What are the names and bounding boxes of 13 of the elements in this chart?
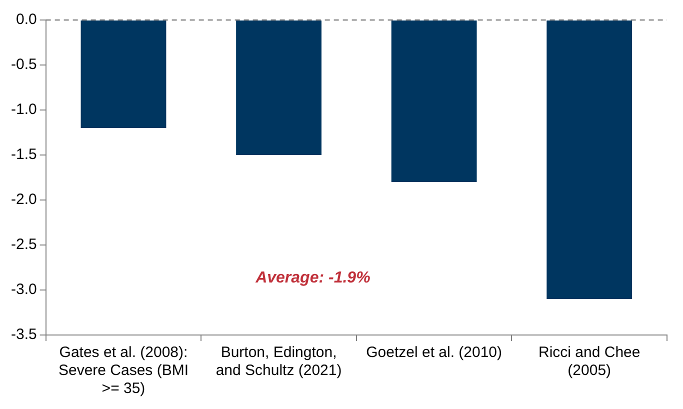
x-tick-label: Gates et al. (2008): Severe Cases (BMI >= 35) bbox=[58, 344, 189, 398]
y-tick-label: 0.0 bbox=[16, 11, 37, 28]
y-tick-label: -2.5 bbox=[10, 236, 37, 254]
x-tick-label: Burton, Edington, and Schultz (2021) bbox=[216, 344, 342, 380]
y-tick-label: -3.0 bbox=[10, 281, 37, 298]
y-tick-label: -0.5 bbox=[10, 56, 37, 74]
y-tick-label: -3.5 bbox=[10, 326, 37, 344]
y-tick-label: -1.0 bbox=[10, 101, 37, 118]
x-tick-label: Ricci and Chee (2005) bbox=[538, 344, 640, 380]
annotation: Average: -1.9% bbox=[254, 270, 370, 287]
y-tick-label: -2.0 bbox=[10, 191, 37, 208]
y-tick-label: -1.5 bbox=[10, 146, 37, 164]
x-tick-label: Goetzel et al. (2010) bbox=[366, 344, 502, 362]
